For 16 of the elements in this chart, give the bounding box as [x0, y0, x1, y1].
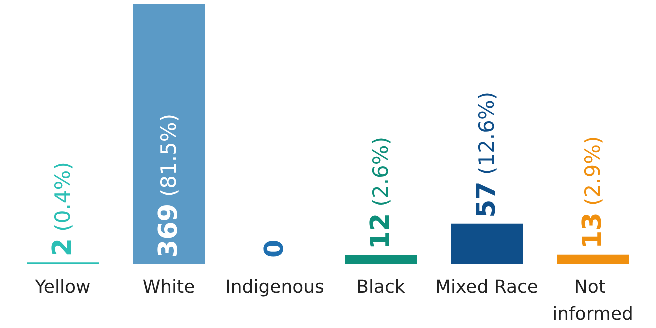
bar	[557, 254, 629, 264]
x-tick-label: Yellow	[34, 277, 91, 298]
data-label: 0	[260, 240, 290, 258]
data-label: 13 (2.9%)	[578, 136, 608, 249]
x-tick-label: White	[142, 277, 196, 298]
data-label: 369 (81.5%)	[154, 114, 184, 258]
x-tick-label: Black	[356, 277, 406, 298]
data-label: 57 (12.6%)	[472, 92, 502, 218]
x-tick-label: Indigenous	[226, 277, 324, 298]
bar	[451, 224, 523, 264]
bar	[345, 256, 417, 264]
bar	[133, 4, 205, 264]
data-label: 2 (0.4%)	[48, 162, 78, 257]
x-tick-label: Mixed Race	[436, 277, 538, 298]
x-tick-label: Not informed	[552, 277, 634, 325]
data-label: 12 (2.6%)	[366, 136, 396, 250]
